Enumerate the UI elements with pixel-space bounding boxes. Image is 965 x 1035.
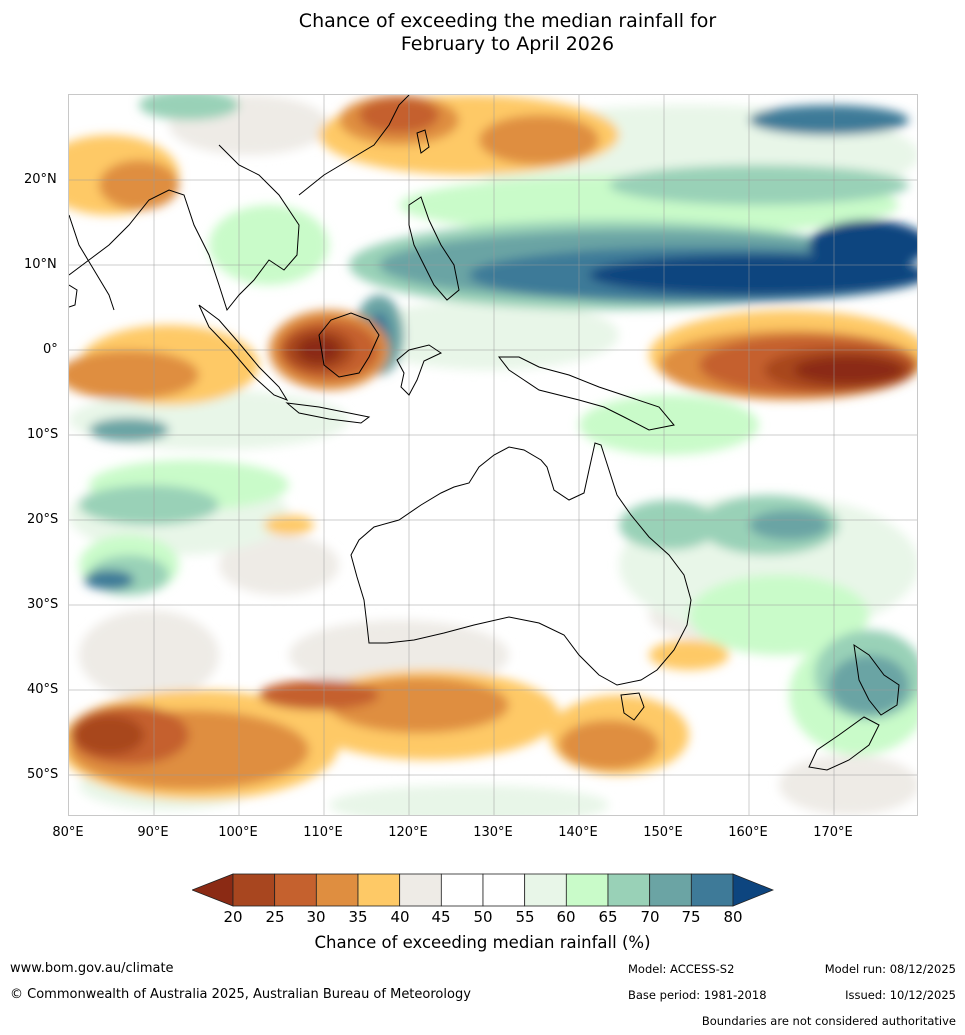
title-line-1: Chance of exceeding the median rainfall … (298, 10, 717, 32)
colorbar-tick-60: 60 (556, 908, 576, 926)
colorbar-cell-50-55 (482, 873, 526, 907)
indochina-coast (69, 144, 300, 312)
lon-label-80e: 80°E (52, 825, 84, 840)
colorbar-cell-40-45 (399, 873, 442, 907)
philippines-coast (408, 196, 460, 301)
graticule (69, 95, 917, 815)
colorbar-tick-40: 40 (390, 908, 410, 926)
sri-lanka-coast (69, 284, 78, 308)
issued-date: Issued: 10/12/2025 (845, 988, 956, 1002)
java-coast (285, 402, 371, 424)
model-name: Model: ACCESS-S2 (628, 962, 735, 976)
model-run-date: Model run: 08/12/2025 (824, 962, 956, 976)
colorbar-tick-75: 75 (681, 908, 701, 926)
boundary-disclaimer: Boundaries are not considered authoritat… (701, 1014, 956, 1028)
map-canvas (69, 95, 917, 815)
sulawesi-coast (396, 344, 443, 396)
colorbar-tick-20: 20 (223, 908, 243, 926)
lon-label-100e: 100°E (218, 825, 258, 840)
colorbar-label: Chance of exceeding median rainfall (%) (314, 933, 651, 952)
new-zealand-south-coast (808, 716, 880, 771)
colorbar-tick-80: 80 (723, 908, 743, 926)
lat-label-40s: 40°S (27, 682, 59, 697)
colorbar-low-arrow (192, 873, 234, 907)
lon-label-130e: 130°E (473, 825, 513, 840)
india-coast (69, 214, 115, 311)
colorbar-tick-30: 30 (306, 908, 326, 926)
lat-label-50s: 50°S (27, 767, 59, 782)
colorbar-tick-55: 55 (515, 908, 535, 926)
lat-label-10n: 10°N (24, 257, 57, 272)
colorbar-cell-45-50 (440, 873, 484, 907)
australia-coast (350, 442, 692, 686)
colorbar-cell-70-75 (649, 873, 692, 907)
lon-label-150e: 150°E (643, 825, 683, 840)
lat-label-20n: 20°N (24, 172, 57, 187)
lon-label-120e: 120°E (388, 825, 428, 840)
lon-label-170e: 170°E (813, 825, 853, 840)
borneo-coast (318, 312, 380, 378)
rainfall-outlook-map (68, 94, 918, 816)
colorbar-cell-30-35 (315, 873, 359, 907)
lon-label-140e: 140°E (558, 825, 598, 840)
base-period: Base period: 1981-2018 (628, 988, 767, 1002)
colorbar-cell-25-30 (274, 873, 317, 907)
colorbar-tick-25: 25 (265, 908, 285, 926)
lon-label-110e: 110°E (303, 825, 343, 840)
website-link[interactable]: www.bom.gov.au/climate (10, 961, 174, 976)
colorbar-tick-45: 45 (431, 908, 451, 926)
lat-label-30s: 30°S (27, 597, 59, 612)
coastlines (69, 95, 900, 771)
colorbar-cell-65-70 (607, 873, 651, 907)
colorbar-cell-55-60 (524, 873, 567, 907)
lon-label-90e: 90°E (137, 825, 169, 840)
china-coast (298, 95, 410, 196)
colorbar-cell-20-25 (232, 873, 276, 907)
title-line-2: February to April 2026 (400, 33, 615, 55)
new-guinea-coast (497, 356, 675, 431)
copyright-text: © Commonwealth of Australia 2025, Austra… (10, 987, 471, 1002)
colorbar-cell-60-65 (565, 873, 609, 907)
sumatra-coast (198, 304, 289, 401)
new-zealand-north-coast (853, 643, 900, 716)
colorbar-high-arrow (732, 873, 774, 907)
lon-label-160e: 160°E (728, 825, 768, 840)
colorbar-tick-35: 35 (348, 908, 368, 926)
colorbar-cell-75-80 (690, 873, 734, 907)
lat-label-0: 0° (43, 342, 58, 357)
map-title: Chance of exceeding the median rainfall … (0, 10, 965, 56)
taiwan-coast (416, 129, 430, 154)
lat-label-20s: 20°S (27, 512, 59, 527)
tasmania-coast (620, 692, 645, 721)
colorbar-cell-35-40 (357, 873, 401, 907)
colorbar-tick-50: 50 (473, 908, 493, 926)
colorbar-tick-65: 65 (598, 908, 618, 926)
colorbar (192, 873, 774, 907)
colorbar-tick-70: 70 (640, 908, 660, 926)
lat-label-10s: 10°S (27, 427, 59, 442)
